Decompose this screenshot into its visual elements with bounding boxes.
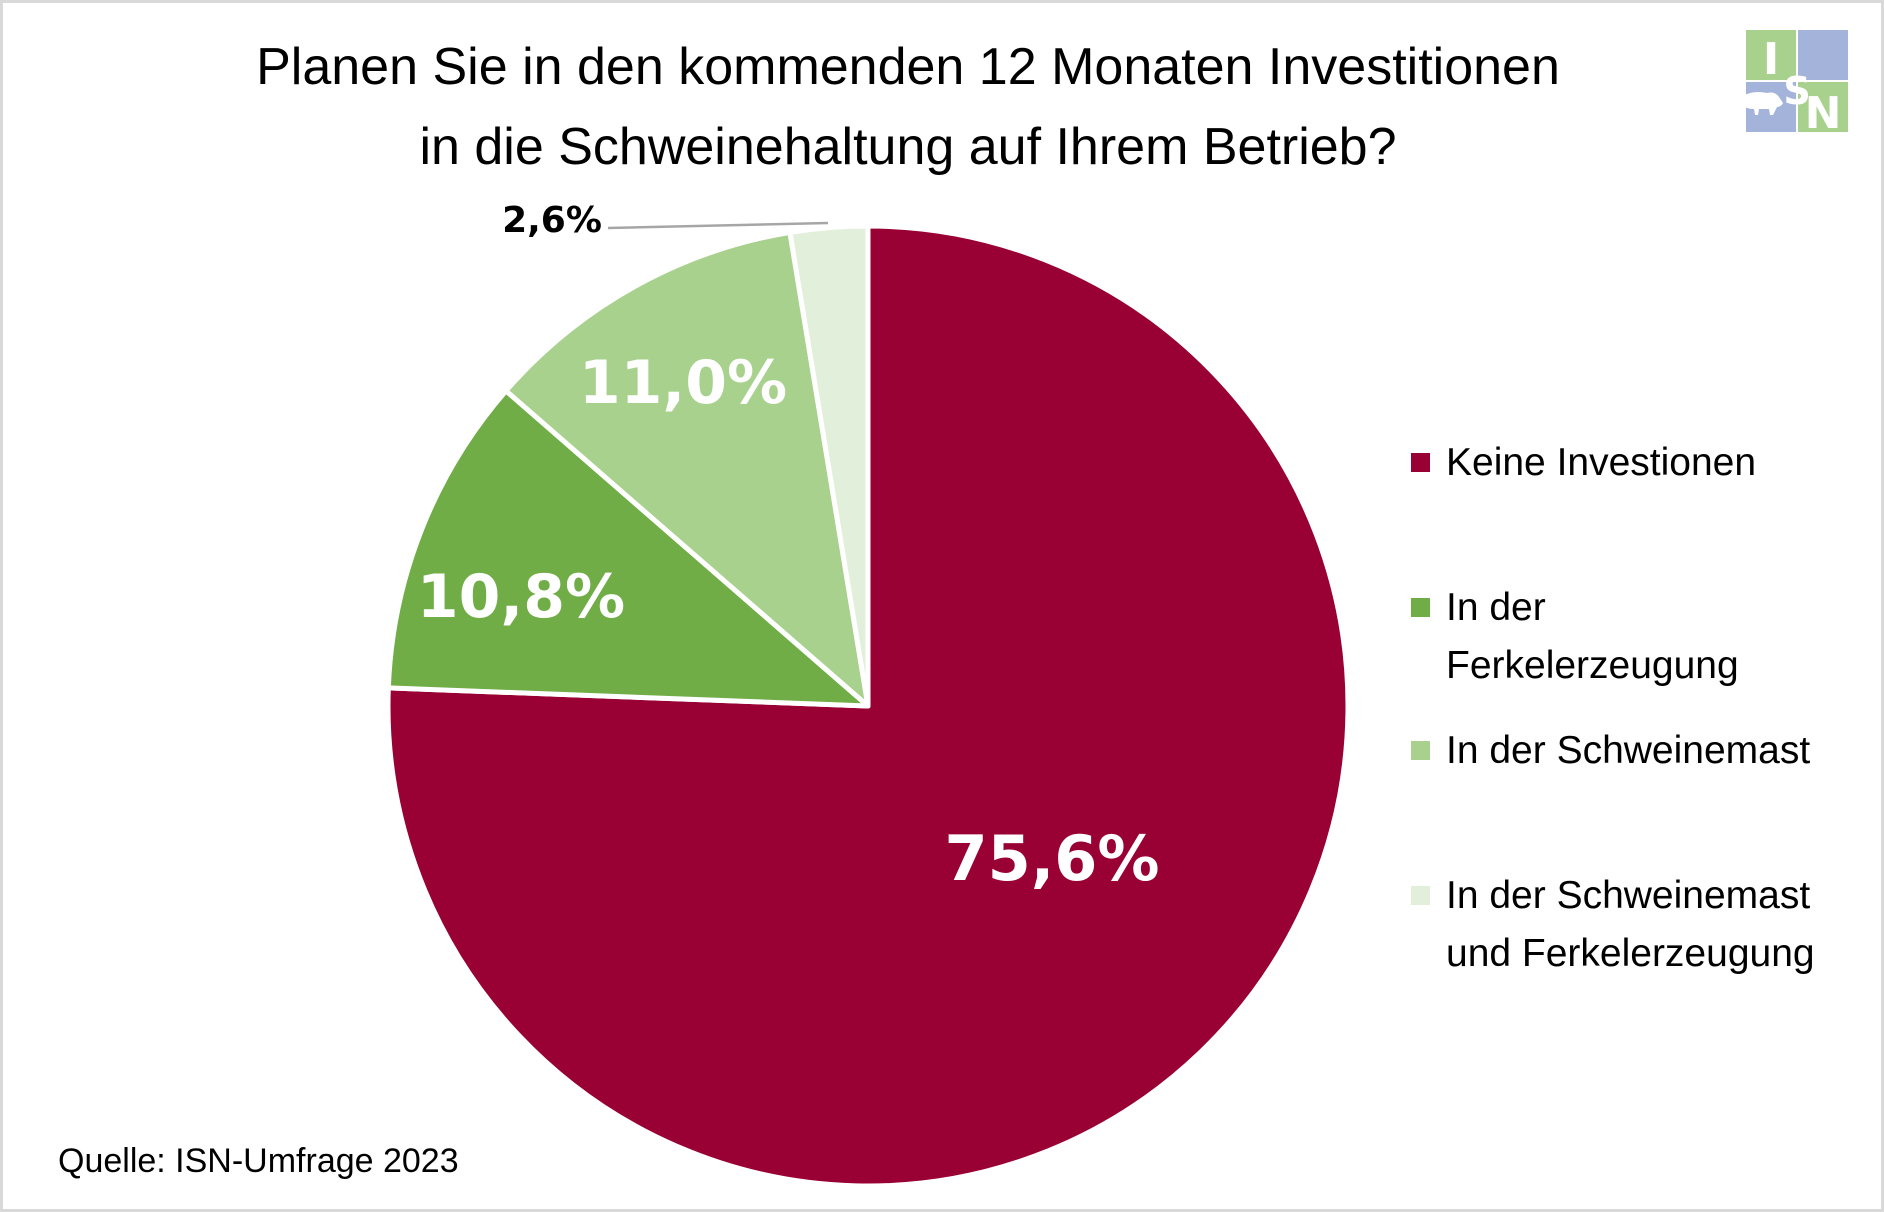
logo-tile-top-left xyxy=(1746,30,1796,80)
legend-entry-4: In der Schweinemast und Ferkelerzeugung xyxy=(1411,874,1815,975)
source-note: Quelle: ISN-Umfrage 2023 xyxy=(58,1142,459,1180)
pie-slice-3 xyxy=(503,229,871,709)
leader-line-2-6 xyxy=(607,221,829,230)
logo-tile-bottom-right xyxy=(1798,82,1848,132)
legend-marker-4 xyxy=(1411,886,1430,905)
chart-title-line-2: in die Schweinehaltung auf Ihrem Betrieb… xyxy=(419,118,1396,176)
legend-entry-3: In der Schweinemast xyxy=(1411,729,1810,772)
data-label-4: 2,6% xyxy=(502,200,602,241)
legend-label-3-line-1: In der Schweinemast xyxy=(1446,729,1810,772)
logo-letter-s: S xyxy=(1783,69,1810,113)
data-label-2: 10,8% xyxy=(417,562,625,632)
pie-slice-2 xyxy=(385,388,871,709)
legend-label-2-line-2: Ferkelerzeugung xyxy=(1446,644,1739,687)
legend-label-4-line-2: und Ferkelerzeugung xyxy=(1446,932,1815,975)
legend-entry-2: In der Ferkelerzeugung xyxy=(1411,586,1739,687)
legend-entry-1: Keine Investionen xyxy=(1411,441,1756,484)
logo-letter-n: N xyxy=(1805,88,1842,139)
legend-marker-1 xyxy=(1411,453,1430,472)
legend-label-4-line-1: In der Schweinemast xyxy=(1446,874,1810,917)
pig-icon xyxy=(1735,92,1783,115)
pie-slice-4 xyxy=(787,223,871,709)
legend-label-2-line-1: In der xyxy=(1446,586,1546,629)
data-label-1: 75,6% xyxy=(944,822,1159,895)
isn-logo: I S N xyxy=(1735,30,1848,139)
legend-marker-3 xyxy=(1411,741,1430,760)
legend-label-1-line-1: Keine Investionen xyxy=(1446,441,1756,484)
logo-letter-i: I xyxy=(1763,34,1779,85)
chart-title-line-1: Planen Sie in den kommenden 12 Monaten I… xyxy=(256,38,1560,96)
pie-slice-1 xyxy=(385,223,1351,1189)
logo-tile-top-right xyxy=(1798,30,1848,80)
legend-marker-2 xyxy=(1411,598,1430,617)
data-label-3: 11,0% xyxy=(579,348,787,418)
